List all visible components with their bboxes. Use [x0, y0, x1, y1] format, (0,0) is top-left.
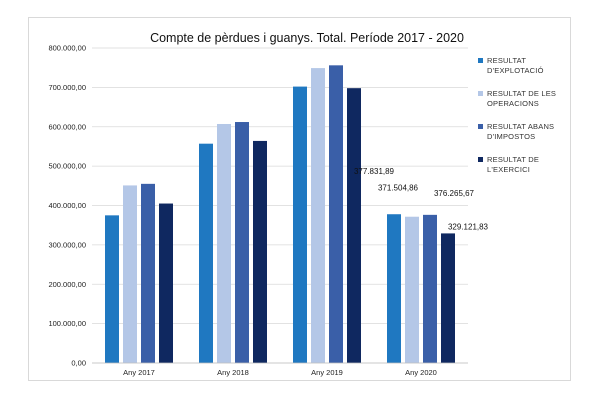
legend-swatch [478, 124, 483, 129]
legend-entry: RESULTAT DE L'EXERCICI [487, 155, 539, 174]
y-tick-label: 600.000,00 [48, 122, 86, 131]
bar-4-4 [441, 233, 455, 363]
chart-title: Compte de pèrdues i guanys. Total. Perío… [150, 31, 464, 45]
y-tick-label: 0,00 [71, 359, 86, 368]
x-tick-label: Any 2017 [123, 368, 155, 377]
data-label: 376.265,67 [434, 189, 475, 198]
bar-2-1 [123, 185, 137, 363]
data-label: 371.504,86 [378, 184, 419, 193]
data-label: 377.831,89 [354, 167, 395, 176]
y-tick-label: 700.000,00 [48, 83, 86, 92]
x-tick-label: Any 2018 [217, 368, 249, 377]
y-tick-label: 300.000,00 [48, 240, 86, 249]
bar-3-3 [329, 65, 343, 363]
bar-3-2 [235, 122, 249, 364]
x-tick-label: Any 2019 [311, 368, 343, 377]
bar-4-1 [159, 203, 173, 363]
bar-2-4 [405, 216, 419, 363]
legend-entry: RESULTAT D'EXPLOTACIÓ [487, 56, 544, 75]
legend-swatch [478, 91, 483, 96]
bar-2-2 [217, 123, 231, 364]
bar-4-2 [253, 140, 267, 363]
legend-swatch [478, 157, 483, 162]
y-tick-label: 100.000,00 [48, 319, 86, 328]
x-tick-label: Any 2020 [405, 368, 437, 377]
data-label: 329.121,83 [448, 222, 489, 231]
legend-entry: RESULTAT DE LES OPERACIONS [487, 89, 556, 108]
bar-1-2 [199, 143, 213, 363]
bar-4-3 [347, 88, 361, 363]
y-tick-label: 800.000,00 [48, 44, 86, 53]
bar-1-1 [105, 215, 119, 363]
legend-swatch [478, 58, 483, 63]
bar-3-1 [141, 183, 155, 363]
bar-1-3 [293, 86, 307, 364]
bar-2-3 [311, 68, 325, 364]
bar-3-4 [423, 214, 437, 363]
y-tick-label: 200.000,00 [48, 280, 86, 289]
legend-entry: RESULTAT ABANS D'IMPOSTOS [487, 122, 554, 141]
bar-1-4 [387, 214, 401, 363]
y-tick-label: 500.000,00 [48, 162, 86, 171]
y-tick-label: 400.000,00 [48, 201, 86, 210]
